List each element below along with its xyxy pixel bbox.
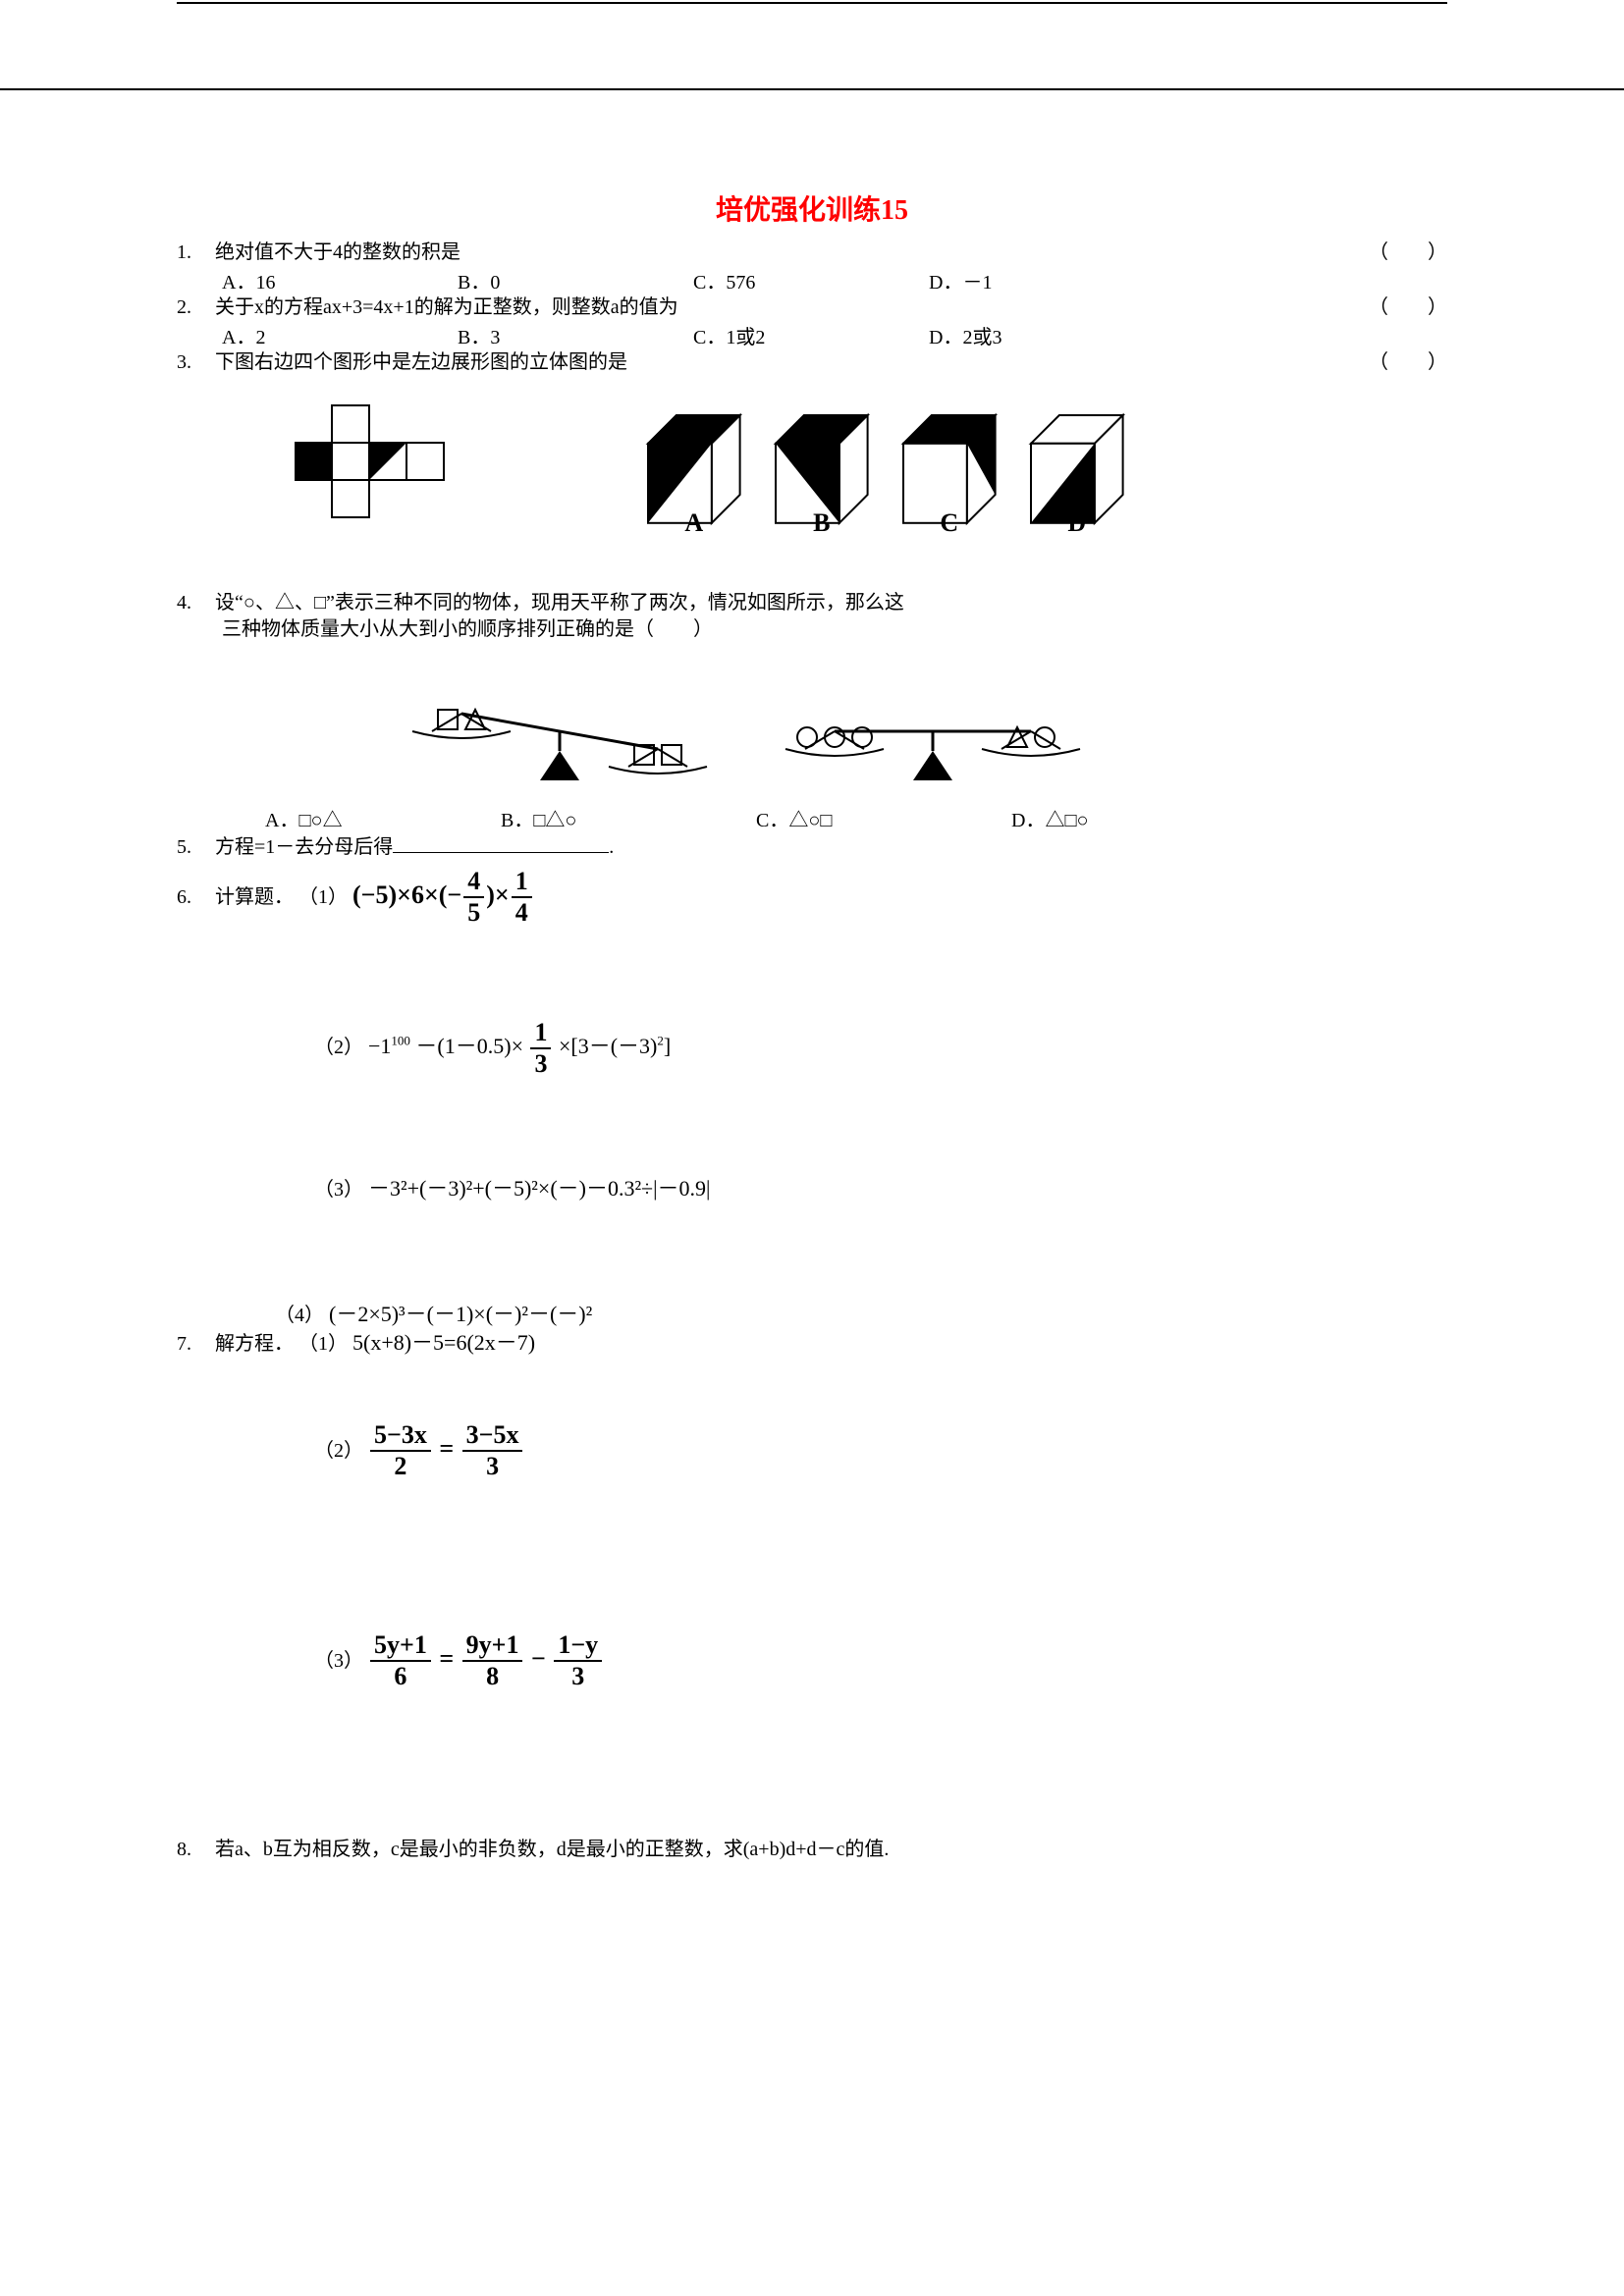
- q6-p3-label: （3）: [314, 1179, 363, 1201]
- q3-num: 3.: [177, 349, 210, 376]
- question-4: 4. 设“○、△、□”表示三种不同的物体，现用天平称了两次，情况如图所示，那么这: [177, 590, 1447, 616]
- q2-num: 2.: [177, 294, 210, 321]
- q4-opt-d: D．△□○: [1011, 804, 1208, 832]
- q4-figure: [177, 653, 1447, 800]
- q6-num: 6.: [177, 884, 210, 911]
- q8-num: 8.: [177, 1837, 210, 1863]
- q1-text: 绝对值不大于4的整数的积是: [215, 241, 460, 263]
- q3-figure: A B C D: [177, 386, 1447, 582]
- q2-opt-d: D．2或3: [929, 321, 1125, 349]
- q8-text: 若a、b互为相反数，c是最小的非负数，d是最小的正整数，求(a+b)d+d－c的…: [215, 1839, 889, 1860]
- q7-p3: （3） 5y+16 = 9y+18 − 1−y3: [177, 1632, 1447, 1689]
- q2-opt-b: B．3: [458, 321, 693, 349]
- q5-text: 方程=1－去分母后得: [215, 836, 393, 858]
- q4-opt-a: A．□○△: [265, 804, 501, 832]
- q4-text2: 三种物体质量大小从大到小的顺序排列正确的是（ ）: [222, 618, 713, 640]
- q6-label: 计算题．: [215, 886, 294, 908]
- q6-p4: （4） (－2×5)³－(－1)×(－)²－(－)²: [177, 1297, 1447, 1328]
- q3-text: 下图右边四个图形中是左边展形图的立体图的是: [215, 351, 627, 373]
- q4-opt-c: C．△○□: [756, 804, 1011, 832]
- q4-options: A．□○△ B．□△○ C．△○□ D．△□○: [177, 804, 1447, 832]
- question-2: （ ） 2. 关于x的方程ax+3=4x+1的解为正整数，则整数a的值为: [177, 294, 1447, 321]
- q7-p2-label: （2）: [314, 1440, 363, 1462]
- q6-p4-text: (－2×5)³－(－1)×(－)²－(－)²: [329, 1302, 592, 1326]
- q1-opt-b: B．0: [458, 266, 693, 294]
- q6-p1-formula: (−5)×6×(−45)×14: [352, 881, 534, 909]
- q7-num: 7.: [177, 1331, 210, 1358]
- svg-text:C: C: [940, 508, 958, 537]
- q6-p4-label: （4）: [275, 1305, 324, 1326]
- q1-paren: （ ）: [1369, 240, 1447, 266]
- question-3: （ ） 3. 下图右边四个图形中是左边展形图的立体图的是: [177, 349, 1447, 376]
- svg-text:D: D: [1067, 508, 1086, 537]
- q1-opt-d: D．－1: [929, 266, 1125, 294]
- q5-num: 5.: [177, 834, 210, 861]
- q1-opt-a: A．16: [222, 266, 458, 294]
- q7-p3-label: （3）: [314, 1650, 363, 1672]
- q7-p1-text: 5(x+8)－5=6(2x－7): [352, 1330, 535, 1355]
- q7-p2: （2） 5−3x2 = 3−5x3: [177, 1422, 1447, 1479]
- q2-opt-a: A．2: [222, 321, 458, 349]
- q7-p3-formula: 5y+16 = 9y+18 − 1−y3: [368, 1644, 604, 1673]
- q1-options: A．16 B．0 C．576 D．－1: [177, 266, 1447, 294]
- q3-paren: （ ）: [1369, 349, 1447, 376]
- svg-text:B: B: [813, 508, 830, 537]
- question-1: （ ） 1. 绝对值不大于4的整数的积是: [177, 240, 1447, 266]
- q5-blank: [393, 832, 609, 853]
- q4-text1: 设“○、△、□”表示三种不同的物体，现用天平称了两次，情况如图所示，那么这: [215, 592, 904, 614]
- q1-num: 1.: [177, 240, 210, 266]
- q2-text: 关于x的方程ax+3=4x+1的解为正整数，则整数a的值为: [215, 296, 678, 318]
- q5-suffix: .: [609, 836, 614, 858]
- q6-p2-formula: −1100 －(1－0.5)× 13 ×[3－(－3)2]: [368, 1034, 671, 1058]
- q1-opt-c: C．576: [693, 266, 929, 294]
- q4-opt-b: B．□△○: [501, 804, 756, 832]
- q4-line2: 三种物体质量大小从大到小的顺序排列正确的是（ ）: [177, 616, 1447, 643]
- question-8: 8. 若a、b互为相反数，c是最小的非负数，d是最小的正整数，求(a+b)d+d…: [177, 1837, 1447, 1863]
- q2-options: A．2 B．3 C．1或2 D．2或3: [177, 321, 1447, 349]
- q6-p1-label: （1）: [298, 886, 348, 908]
- q6-p2-label: （2）: [314, 1037, 363, 1058]
- question-5: 5. 方程=1－去分母后得.: [177, 832, 1447, 861]
- q6-p2: （2） −1100 －(1－0.5)× 13 ×[3－(－3)2]: [177, 1020, 1447, 1077]
- q6-p3: （3） －3²+(－3)²+(－5)²×(－)－0.3²÷|－0.9|: [177, 1171, 1447, 1202]
- q2-paren: （ ）: [1369, 294, 1447, 321]
- svg-text:A: A: [684, 508, 703, 537]
- q2-opt-c: C．1或2: [693, 321, 929, 349]
- q6-p3-text: －3²+(－3)²+(－5)²×(－)－0.3²÷|－0.9|: [368, 1176, 710, 1201]
- q7-p1-label: （1）: [298, 1333, 348, 1355]
- question-7: 7. 解方程． （1） 5(x+8)－5=6(2x－7): [177, 1328, 1447, 1358]
- question-6: 6. 计算题． （1） (−5)×6×(−45)×14: [177, 869, 1447, 926]
- q4-num: 4.: [177, 590, 210, 616]
- page-title: 培优强化训练15: [177, 188, 1447, 228]
- q7-label: 解方程．: [215, 1333, 294, 1355]
- q7-p2-formula: 5−3x2 = 3−5x3: [368, 1434, 524, 1463]
